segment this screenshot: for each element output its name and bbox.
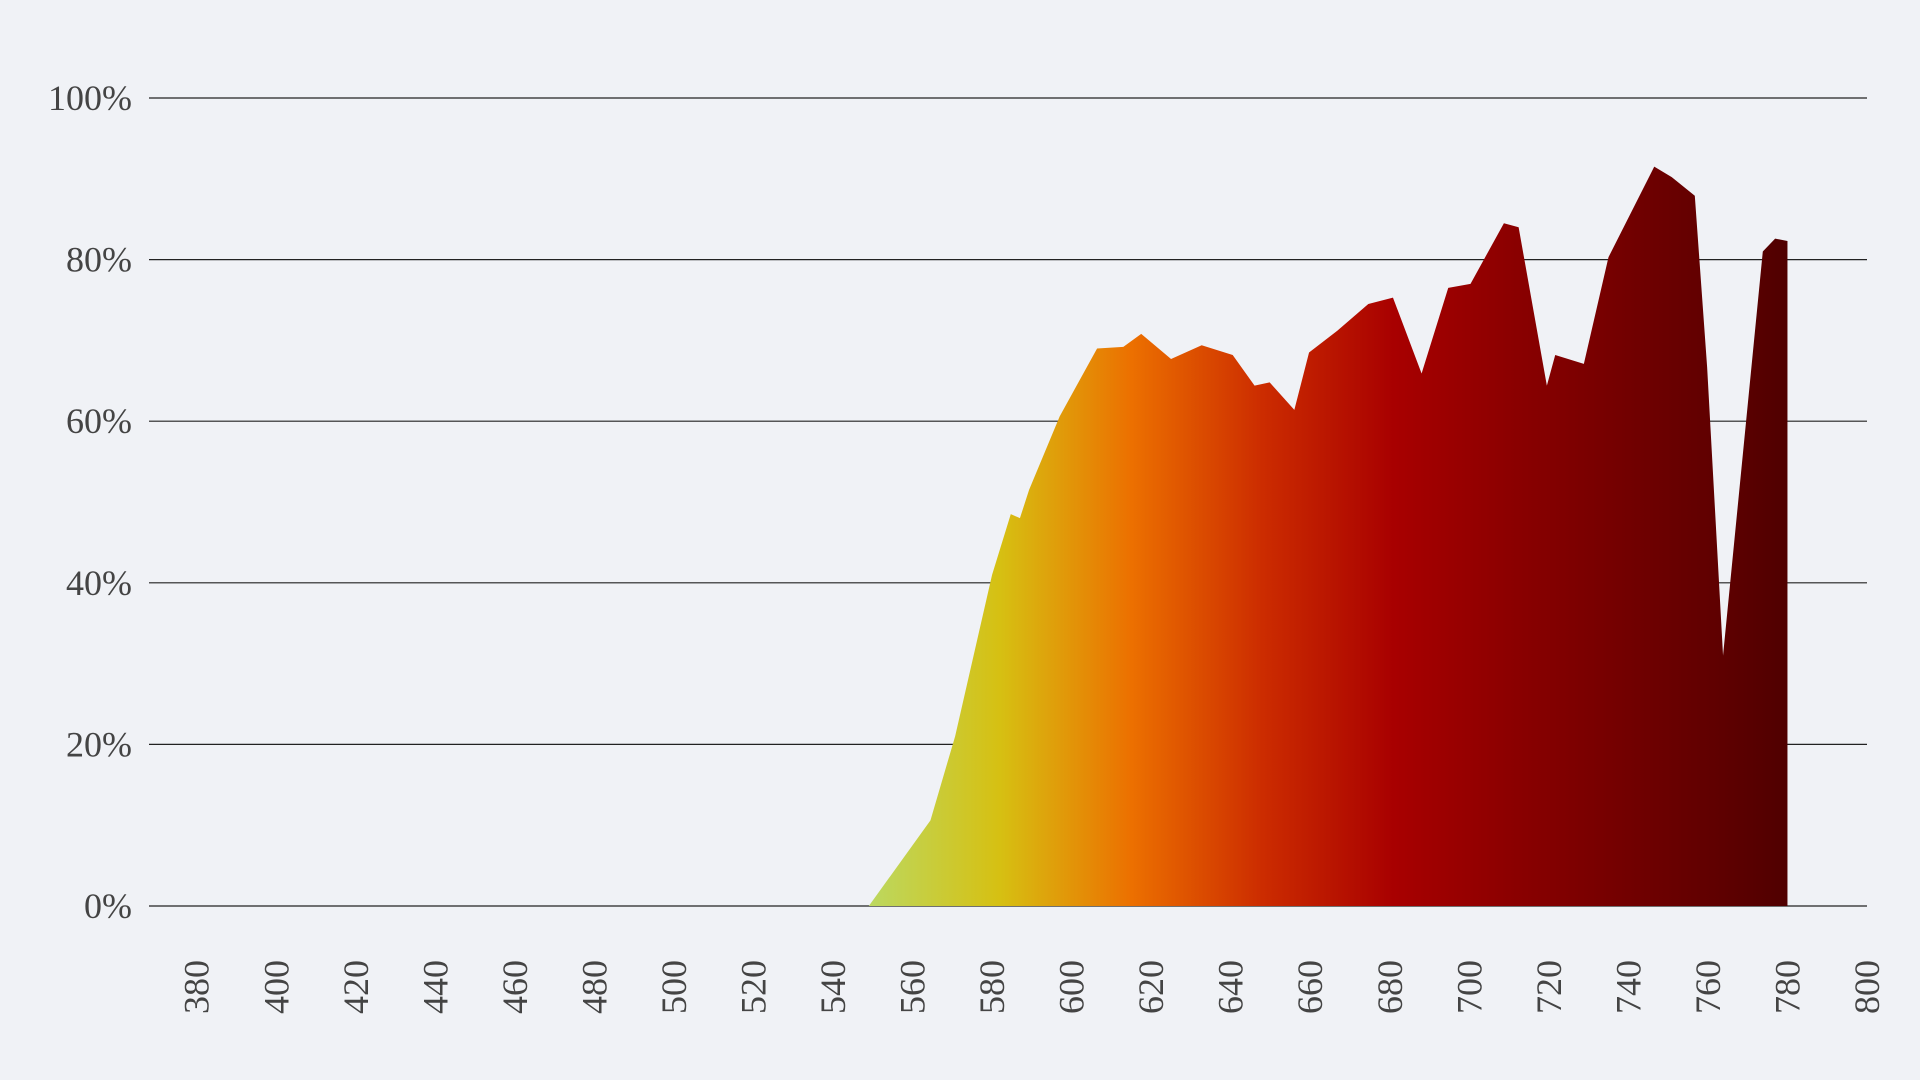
x-tick-label: 560 <box>893 960 933 1014</box>
x-tick-label: 700 <box>1449 960 1489 1014</box>
y-tick-label: 40% <box>66 563 132 603</box>
x-tick-label: 380 <box>177 960 217 1014</box>
x-tick-label: 440 <box>415 960 455 1014</box>
y-tick-label: 20% <box>66 724 132 764</box>
x-tick-label: 620 <box>1131 960 1171 1014</box>
x-tick-label: 420 <box>336 960 376 1014</box>
x-tick-label: 660 <box>1290 960 1330 1014</box>
x-tick-label: 680 <box>1370 960 1410 1014</box>
y-tick-label: 60% <box>66 401 132 441</box>
x-tick-label: 480 <box>574 960 614 1014</box>
x-tick-label: 800 <box>1847 960 1887 1014</box>
y-tick-label: 80% <box>66 240 132 280</box>
x-tick-label: 540 <box>813 960 853 1014</box>
x-tick-label: 740 <box>1608 960 1648 1014</box>
x-tick-label: 780 <box>1767 960 1807 1014</box>
x-tick-label: 720 <box>1529 960 1569 1014</box>
x-tick-label: 640 <box>1211 960 1251 1014</box>
x-tick-label: 600 <box>1052 960 1092 1014</box>
x-tick-label: 760 <box>1688 960 1728 1014</box>
x-tick-label: 580 <box>972 960 1012 1014</box>
x-tick-label: 520 <box>733 960 773 1014</box>
x-tick-label: 460 <box>495 960 535 1014</box>
y-tick-label: 0% <box>84 886 132 926</box>
y-tick-label: 100% <box>48 78 132 118</box>
area <box>196 166 1788 906</box>
x-tick-label: 500 <box>654 960 694 1014</box>
x-tick-label: 400 <box>256 960 296 1014</box>
